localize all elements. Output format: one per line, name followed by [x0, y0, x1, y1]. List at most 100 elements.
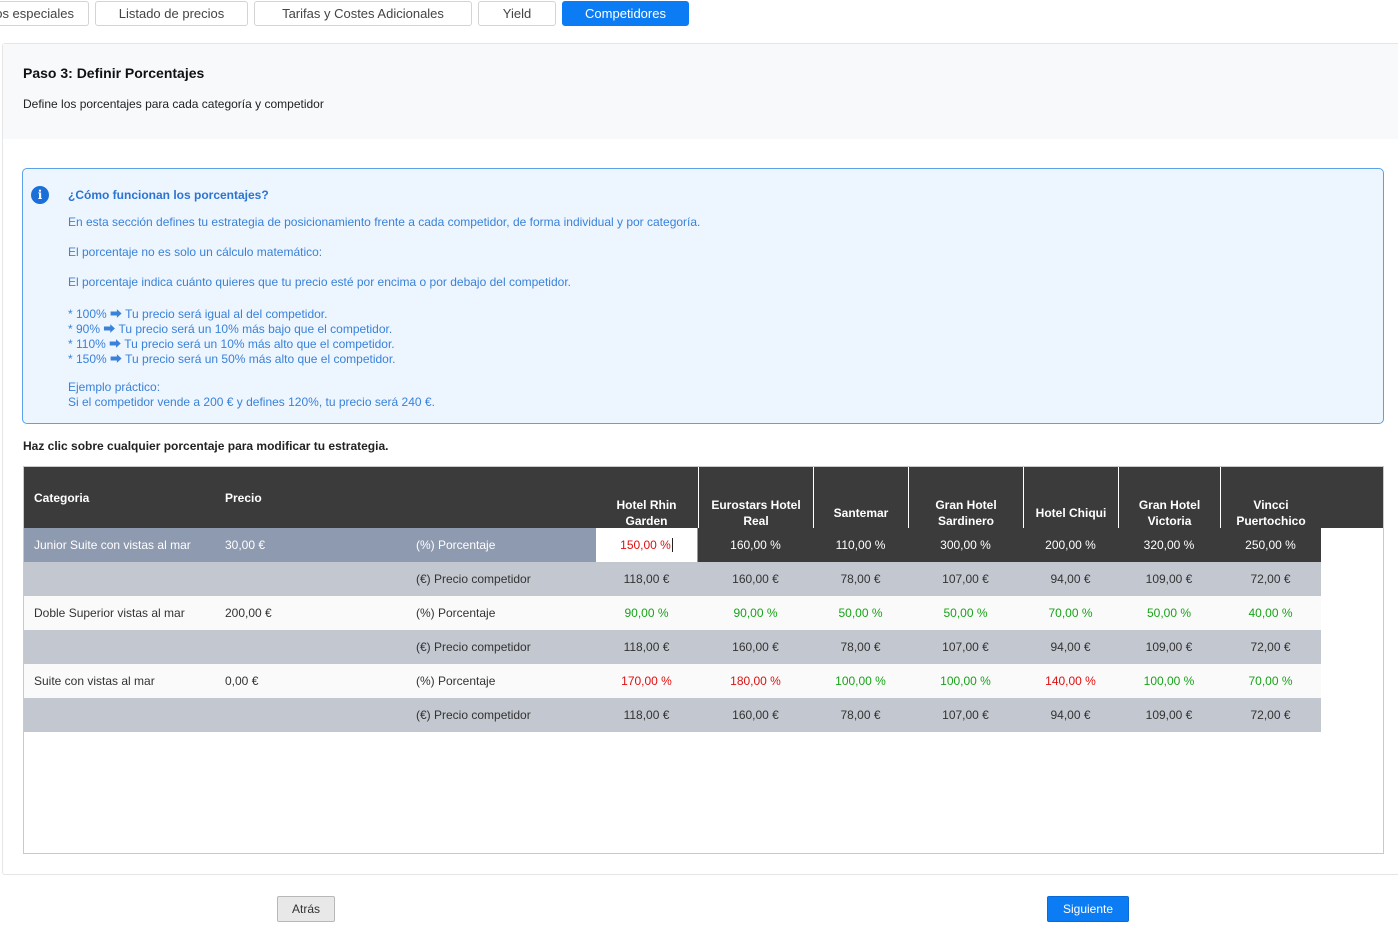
info-line: El porcentaje no es solo un cálculo mate… — [68, 245, 323, 259]
percentage-value: 320,00 % — [1143, 538, 1195, 552]
header-competitor: Santemar — [813, 467, 908, 528]
percentage-cell[interactable]: 50,00 % — [813, 596, 908, 630]
percentage-cell[interactable]: 90,00 % — [596, 596, 697, 630]
percentage-cell[interactable]: 180,00 % — [698, 664, 813, 698]
percentage-value: 250,00 % — [1245, 538, 1296, 552]
info-line: El porcentaje indica cuánto quieres que … — [68, 275, 571, 289]
percentage-cell[interactable]: 160,00 % — [698, 528, 813, 562]
category-price: 200,00 € — [225, 606, 272, 620]
percentage-cell[interactable]: 300,00 % — [908, 528, 1023, 562]
step-panel: Paso 3: Definir Porcentajes Define los p… — [2, 43, 1398, 875]
competitor-price: 107,00 € — [942, 708, 989, 722]
percentage-cell[interactable]: 250,00 % — [1220, 528, 1321, 562]
percentage-cell[interactable]: 90,00 % — [698, 596, 813, 630]
percentage-cell[interactable]: 100,00 % — [1118, 664, 1220, 698]
percentage-cell[interactable]: 50,00 % — [1118, 596, 1220, 630]
next-button[interactable]: Siguiente — [1047, 896, 1129, 922]
info-line: * 150% ⮕ Tu precio será un 50% más alto … — [68, 352, 396, 366]
percentages-table: Categoria Precio Hotel Rhin Garden Eurosta… — [23, 466, 1384, 854]
percentage-cell[interactable]: 140,00 % — [1023, 664, 1118, 698]
competitor-price: 78,00 € — [840, 640, 881, 654]
competitor-name: Santemar — [833, 505, 889, 520]
competitor-price: 109,00 € — [1145, 640, 1193, 654]
percentage-value: 70,00 % — [1248, 674, 1293, 688]
percentage-cell[interactable]: 110,00 % — [813, 528, 908, 562]
percentage-value: 140,00 % — [1045, 674, 1096, 688]
info-line: * 90% ⮕ Tu precio será un 10% más bajo q… — [68, 322, 393, 336]
table-header: Categoria Precio Hotel Rhin Garden Eurosta… — [24, 467, 1383, 528]
percentage-cell[interactable]: 50,00 % — [908, 596, 1023, 630]
text-caret — [671, 538, 673, 552]
percentage-value: 40,00 % — [1248, 606, 1293, 620]
category-price: 30,00 € — [225, 538, 266, 552]
header-competitor: Gran Hotel Sardinero — [908, 467, 1023, 528]
percentage-cell[interactable]: 100,00 % — [908, 664, 1023, 698]
info-line: En esta sección defines tu estrategia de… — [68, 215, 701, 229]
competitor-price: 94,00 € — [1050, 640, 1091, 654]
competitor-price: 94,00 € — [1050, 708, 1091, 722]
competitor-name: Eurostars Hotel — [711, 497, 801, 512]
competitor-name: Garden — [625, 513, 668, 528]
competitor-price: 118,00 € — [623, 572, 670, 586]
category-price: 0,00 € — [225, 674, 259, 688]
percentage-cell[interactable]: 70,00 % — [1023, 596, 1118, 630]
competitor-price: 72,00 € — [1250, 708, 1291, 722]
percentage-value: 110,00 % — [835, 538, 886, 552]
row-label: (%) Porcentaje — [416, 674, 496, 688]
competitor-name: Victoria — [1147, 513, 1192, 528]
tab-tarifas-costes[interactable]: Tarifas y Costes Adicionales — [254, 1, 472, 26]
tab-yield[interactable]: Yield — [478, 1, 556, 26]
percentage-value: 70,00 % — [1048, 606, 1093, 620]
percentage-value: 160,00 % — [730, 538, 781, 552]
competitor-price: 78,00 € — [840, 708, 881, 722]
competitor-price: 107,00 € — [942, 640, 989, 654]
percentage-value: 300,00 % — [940, 538, 991, 552]
percentage-value: 90,00 % — [733, 606, 778, 620]
header-competitor: Gran Hotel Victoria — [1118, 467, 1220, 528]
header-competitor: Vincci Puertochico — [1220, 467, 1321, 528]
info-line: Si el competidor vende a 200 € y defines… — [68, 395, 435, 409]
percentage-cell[interactable]: 200,00 % — [1023, 528, 1118, 562]
tab-bar: os especiales Listado de precios Tarifas… — [0, 0, 1398, 27]
competitor-price: 109,00 € — [1145, 708, 1193, 722]
competitor-name: Real — [743, 513, 769, 528]
table-row: (€) Precio competidor 118,00 € 160,00 € 78,… — [24, 630, 1321, 664]
competitor-price: 94,00 € — [1050, 572, 1091, 586]
percentage-cell[interactable]: 40,00 % — [1220, 596, 1321, 630]
header-competitor: Hotel Rhin Garden — [596, 467, 697, 528]
percentage-cell[interactable]: 70,00 % — [1220, 664, 1321, 698]
step-subtitle: Define los porcentajes para cada categor… — [23, 97, 324, 111]
back-button[interactable]: Atrás — [277, 896, 335, 922]
info-icon: i — [31, 186, 49, 204]
header-competitor: Hotel Chiqui — [1023, 467, 1118, 528]
row-label: (€) Precio competidor — [416, 572, 531, 586]
competitor-name: Puertochico — [1236, 513, 1306, 528]
tab-listado-de-precios[interactable]: Listado de precios — [95, 1, 248, 26]
competitor-name: Hotel Chiqui — [1035, 505, 1107, 520]
competitor-price: 160,00 € — [732, 572, 779, 586]
percentage-value: 50,00 % — [838, 606, 883, 620]
info-title: ¿Cómo funcionan los porcentajes? — [68, 188, 269, 202]
header-precio: Precio — [225, 490, 262, 505]
percentage-cell[interactable]: 320,00 % — [1118, 528, 1220, 562]
percentage-value: 50,00 % — [1146, 606, 1192, 620]
percentage-value: 170,00 % — [621, 674, 672, 688]
table-row: Junior Suite con vistas al mar 30,00 € (%)… — [24, 528, 1321, 562]
category-name: Suite con vistas al mar — [34, 674, 155, 688]
info-line: Ejemplo práctico: — [68, 380, 161, 394]
percentage-value: 100,00 % — [835, 674, 886, 688]
percentage-value: 100,00 % — [940, 674, 991, 688]
header-categoria: Categoria — [34, 490, 90, 505]
competitor-name: Vincci — [1253, 497, 1289, 512]
competitor-price: 109,00 € — [1145, 572, 1193, 586]
step-title: Paso 3: Definir Porcentajes — [23, 65, 205, 81]
percentage-cell[interactable]: 100,00 % — [813, 664, 908, 698]
percentage-input[interactable]: 150,00 % — [596, 528, 697, 562]
row-label: (%) Porcentaje — [416, 606, 496, 620]
table-row: (€) Precio competidor 118,00 € 160,00 € 78,… — [24, 698, 1321, 732]
competitor-price: 160,00 € — [732, 640, 779, 654]
tab-precios-especiales[interactable]: os especiales — [0, 1, 89, 26]
tab-competidores[interactable]: Competidores — [562, 1, 689, 26]
competitor-name: Hotel Rhin — [616, 497, 677, 512]
percentage-cell[interactable]: 170,00 % — [596, 664, 697, 698]
